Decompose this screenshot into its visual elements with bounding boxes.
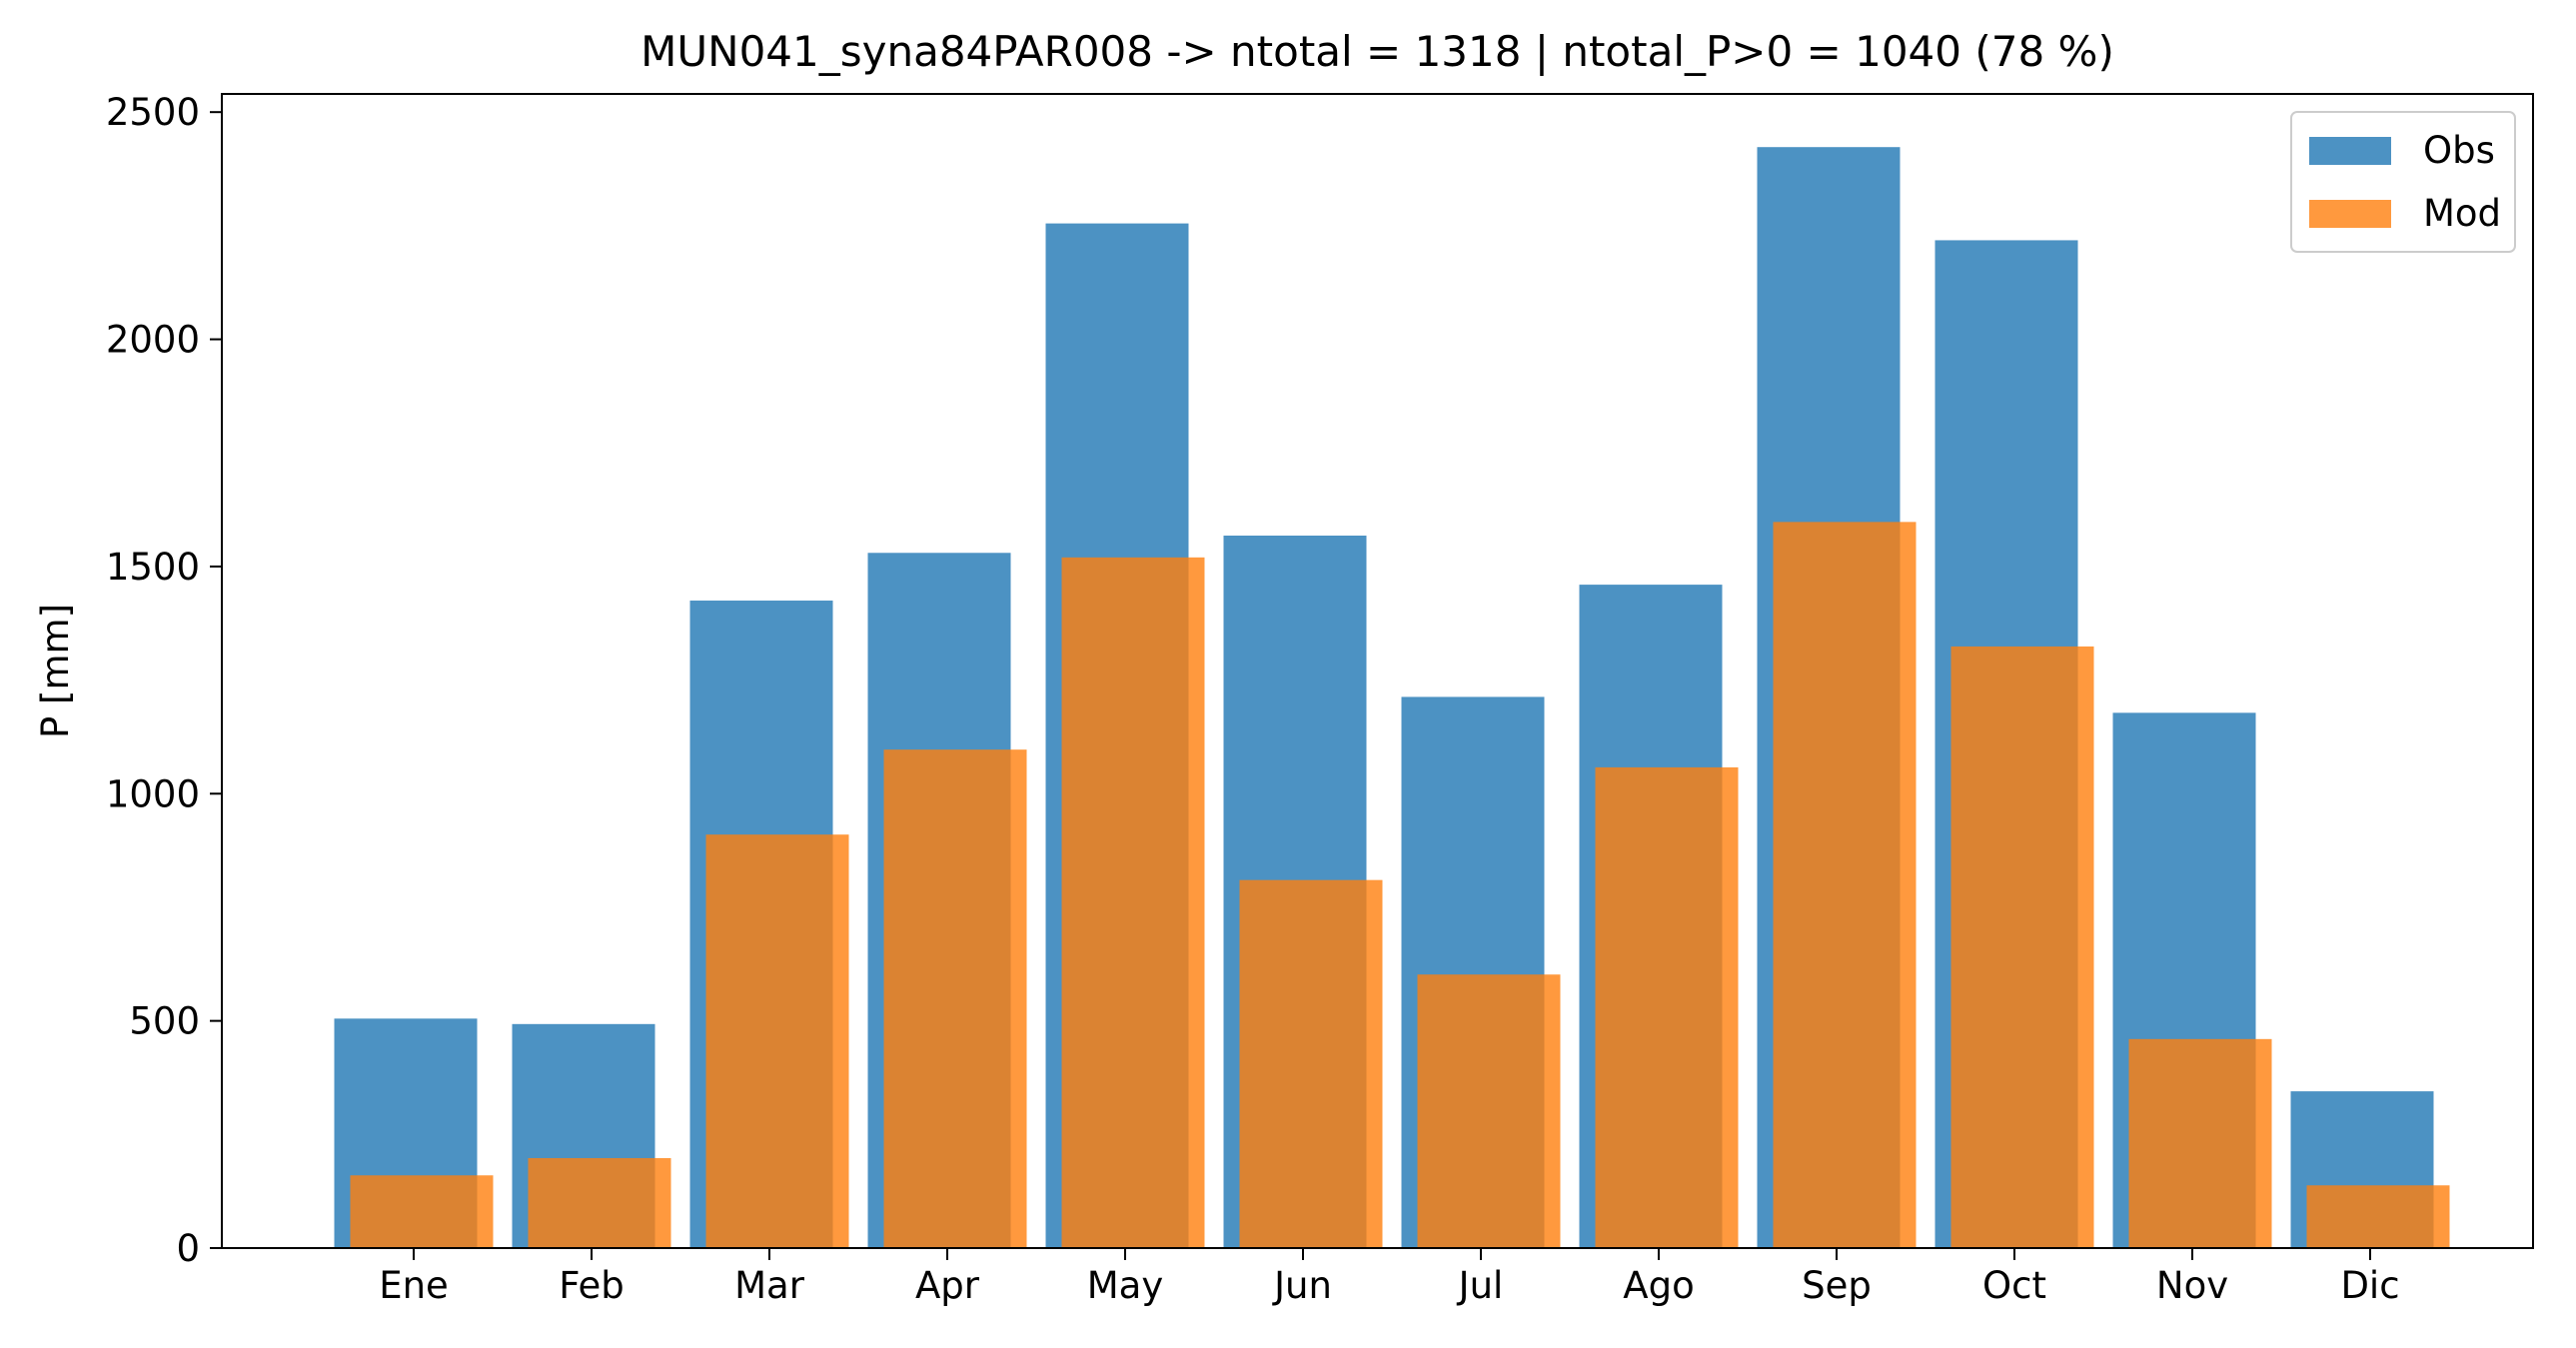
chart-title: MUN041_syna84PAR008 -> ntotal = 1318 | n… [641,27,2114,76]
x-tick-label-ene: Ene [379,1264,449,1307]
x-tick-label-nov: Nov [2156,1264,2228,1307]
bar-mod-sep [1773,522,1917,1248]
y-tick-label: 2500 [106,91,200,134]
bar-mod-apr [883,749,1027,1248]
y-tick-label: 2000 [106,319,200,362]
y-tick-label: 1500 [106,546,200,589]
bar-mod-nov [2128,1038,2272,1248]
x-tick-label-dic: Dic [2340,1264,2399,1307]
bar-mod-dic [2306,1185,2450,1248]
y-tick-label: 500 [129,1000,200,1043]
bar-mod-may [1061,557,1205,1248]
x-tick-label-mar: Mar [734,1264,805,1307]
legend-label-mod: Mod [2423,192,2501,235]
series-obs [334,147,2434,1249]
bars-layer [334,147,2450,1249]
x-tick-label-apr: Apr [915,1264,980,1307]
x-tick-label-oct: Oct [1982,1264,2046,1307]
x-tick-label-sep: Sep [1802,1264,1872,1307]
bar-mod-oct [1950,646,2094,1248]
plot-frame [221,93,2534,1249]
axes-layer: 0 500 1000 1500 2000 2500 Ene Feb Mar Apr May Jun Ju… [106,91,2534,1307]
bar-mod-jun [1239,879,1383,1248]
y-axis-label: P [mm] [34,604,77,738]
x-tick-label-jul: Jul [1457,1264,1504,1307]
x-tick-label-may: May [1087,1264,1164,1307]
y-tick-label: 0 [176,1227,200,1270]
legend-swatch-obs [2309,137,2391,165]
y-tick-label: 1000 [106,772,200,815]
series-mod [350,522,2450,1248]
x-tick-label-jun: Jun [1272,1264,1332,1307]
bar-mod-mar [705,834,849,1248]
legend-label-obs: Obs [2423,129,2495,172]
x-tick-label-feb: Feb [559,1264,625,1307]
bar-mod-feb [528,1157,671,1248]
x-tick-label-ago: Ago [1623,1264,1694,1307]
legend-swatch-mod [2309,200,2391,228]
bar-mod-ago [1595,766,1739,1248]
bar-mod-ene [350,1175,494,1248]
bar-mod-jul [1417,974,1561,1248]
legend: Obs Mod [2290,111,2516,253]
